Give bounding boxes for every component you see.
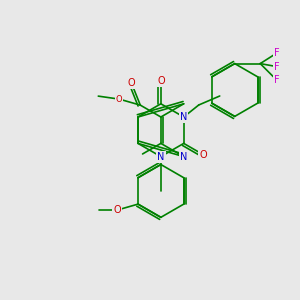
Text: O: O <box>113 205 121 215</box>
Text: F: F <box>274 48 280 58</box>
Text: O: O <box>116 94 123 103</box>
Text: N: N <box>157 152 165 162</box>
Text: O: O <box>199 150 207 160</box>
Text: N: N <box>180 152 188 162</box>
Text: F: F <box>274 75 280 85</box>
Text: F: F <box>274 61 280 72</box>
Text: O: O <box>157 76 165 86</box>
Text: O: O <box>128 78 135 88</box>
Text: N: N <box>180 112 188 122</box>
